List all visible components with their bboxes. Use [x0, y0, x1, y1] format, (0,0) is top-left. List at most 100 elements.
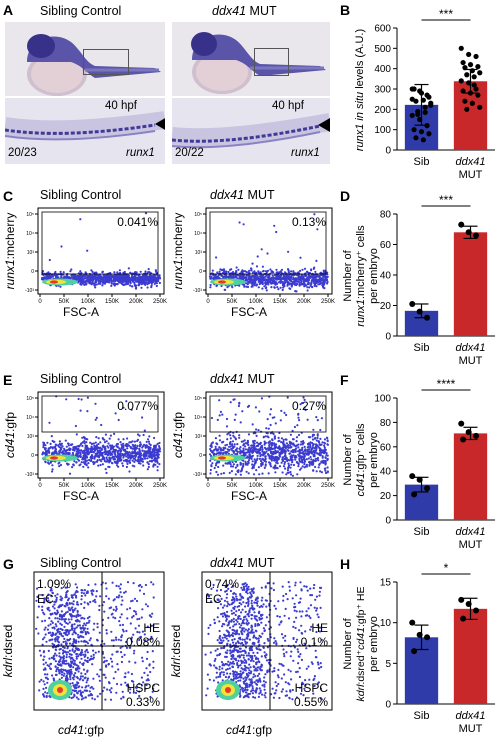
event-dot — [48, 657, 51, 660]
event-dot — [113, 432, 116, 435]
event-dot — [80, 649, 83, 652]
event-dot — [233, 418, 236, 421]
event-dot — [66, 672, 69, 675]
event-dot — [319, 437, 322, 440]
event-dot — [289, 466, 292, 469]
y-tick-label: 60 — [380, 240, 392, 251]
event-dot — [115, 596, 118, 599]
event-dot — [273, 224, 276, 227]
event-dot — [265, 431, 268, 435]
event-dot — [227, 432, 230, 435]
data-point — [466, 51, 472, 58]
event-dot — [264, 441, 267, 445]
event-dot — [62, 669, 65, 672]
event-dot — [74, 583, 77, 586]
event-dot — [76, 633, 80, 636]
event-dot — [302, 441, 305, 444]
event-dot — [38, 649, 42, 652]
event-dot — [123, 676, 126, 679]
event-dot — [106, 459, 109, 462]
event-dot — [112, 458, 115, 461]
event-dot — [287, 471, 290, 474]
event-dot — [86, 670, 89, 673]
event-dot — [100, 448, 103, 451]
event-dot — [210, 465, 213, 468]
event-dot — [124, 449, 127, 453]
event-dot — [63, 637, 66, 640]
event-dot — [118, 447, 121, 450]
event-dot — [313, 454, 316, 458]
event-dot — [289, 444, 292, 447]
event-dot — [73, 675, 76, 678]
data-point — [477, 70, 483, 76]
event-dot — [315, 449, 318, 452]
event-dot — [147, 465, 150, 469]
event-dot — [79, 218, 82, 221]
event-dot — [251, 423, 254, 426]
event-dot — [86, 410, 89, 413]
event-dot — [119, 452, 122, 455]
event-dot — [105, 665, 108, 668]
event-dot — [143, 671, 146, 674]
event-dot — [51, 646, 55, 649]
event-dot — [138, 617, 141, 620]
x-label-sib: Sib — [414, 342, 430, 354]
event-dot — [70, 653, 73, 656]
event-dot — [250, 455, 254, 458]
event-dot — [245, 285, 248, 288]
event-dot — [242, 223, 245, 226]
event-dot — [230, 447, 233, 450]
event-dot — [57, 620, 60, 623]
event-dot — [238, 402, 241, 405]
event-dot — [152, 273, 155, 277]
event-dot — [144, 583, 147, 587]
event-dot — [306, 418, 309, 421]
data-point — [428, 102, 434, 108]
event-dot — [119, 646, 122, 649]
event-dot — [266, 447, 269, 450]
event-dot — [257, 286, 260, 289]
event-dot — [98, 447, 101, 450]
event-dot — [67, 442, 70, 445]
event-dot — [243, 439, 246, 442]
event-dot — [62, 646, 65, 649]
event-dot — [56, 612, 59, 615]
x-tick-label: 0 — [38, 299, 42, 305]
event-dot — [80, 657, 83, 660]
event-dot — [76, 681, 79, 684]
event-dot — [90, 450, 93, 454]
event-dot — [311, 278, 314, 281]
event-dot — [84, 654, 87, 657]
event-dot — [259, 448, 262, 451]
event-dot — [136, 460, 139, 463]
event-dot — [108, 465, 111, 469]
event-dot — [55, 654, 58, 657]
event-dot — [83, 622, 86, 625]
panel-a-left-title: Sibling Control — [40, 4, 122, 18]
event-dot — [286, 396, 289, 399]
event-dot — [125, 400, 128, 403]
event-dot — [211, 441, 214, 444]
event-dot — [70, 274, 73, 277]
event-dot — [123, 453, 126, 456]
event-dot — [214, 445, 217, 448]
event-dot — [246, 451, 250, 454]
event-dot — [122, 438, 125, 441]
event-dot — [209, 449, 212, 452]
event-dot — [93, 598, 96, 601]
event-dot — [86, 453, 89, 456]
event-dot — [321, 449, 324, 452]
event-dot — [72, 447, 75, 450]
event-dot — [150, 286, 153, 289]
x-tick-label: 200K — [297, 299, 311, 305]
event-dot — [79, 274, 82, 277]
event-dot — [291, 448, 295, 452]
event-dot — [90, 686, 93, 689]
event-dot — [300, 283, 303, 286]
event-dot — [117, 668, 120, 671]
event-dot — [116, 278, 119, 281]
event-dot — [121, 599, 124, 602]
event-dot — [72, 662, 75, 665]
event-dot — [263, 285, 266, 288]
